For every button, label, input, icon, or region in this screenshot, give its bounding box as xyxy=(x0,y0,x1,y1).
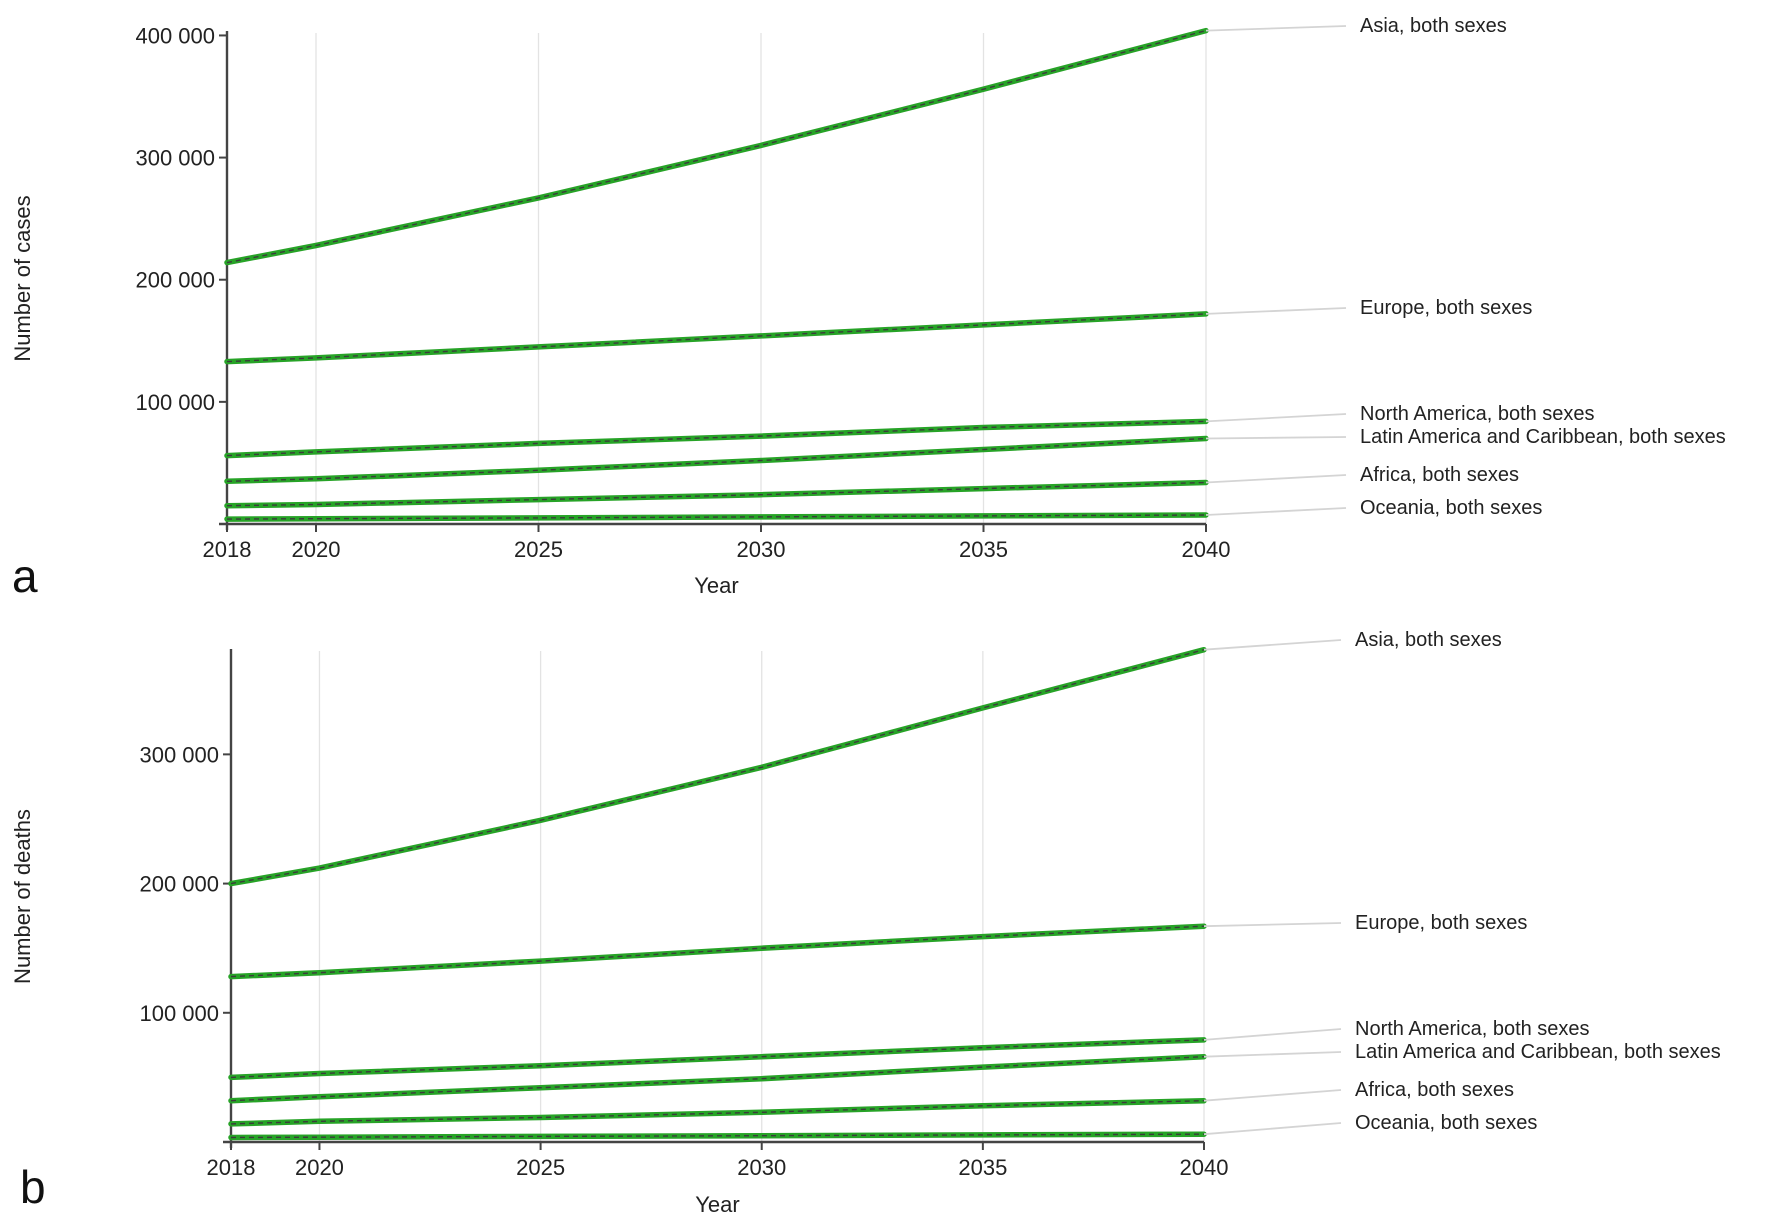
panel-label: a xyxy=(12,550,38,602)
series-label-latin-america-and-caribbean-both-sexes: Latin America and Caribbean, both sexes xyxy=(1355,1041,1721,1063)
y-tick-label: 300 000 xyxy=(135,146,215,171)
y-tick-label: 300 000 xyxy=(139,742,219,767)
series-leader-line xyxy=(1205,25,1347,32)
series-line-dash-latin-america-and-caribbean-both-sexes xyxy=(230,1056,1205,1102)
series-line-dash-oceania-both-sexes xyxy=(230,1133,1205,1139)
series-label-africa-both-sexes: Africa, both sexes xyxy=(1355,1079,1514,1101)
deaths-chart: 100 000 200 000 300 000 2018 2020 2025 2030 203… xyxy=(10,629,1721,1217)
x-axis-title: Year xyxy=(694,573,738,598)
series-label-north-america-both-sexes: North America, both sexes xyxy=(1360,403,1595,425)
series-leader-line xyxy=(1203,1089,1342,1102)
series-leader-line xyxy=(1203,1051,1342,1058)
x-tick-label: 2025 xyxy=(514,537,563,562)
y-tick-label: 100 000 xyxy=(139,1001,219,1026)
series-leader-line xyxy=(1203,1122,1342,1136)
y-tick-label: 200 000 xyxy=(139,872,219,897)
x-tick-label: 2040 xyxy=(1180,1155,1229,1180)
series-line-asia-both-sexes xyxy=(224,27,1209,266)
series-label-europe-both-sexes: Europe, both sexes xyxy=(1355,912,1527,934)
series-leader-line xyxy=(1205,307,1347,315)
x-tick-label: 2025 xyxy=(516,1155,565,1180)
series-line-dash-oceania-both-sexes xyxy=(226,514,1207,520)
series-line-dash-europe-both-sexes xyxy=(230,925,1205,978)
x-tick-label: 2035 xyxy=(959,537,1008,562)
series-line-dash-asia-both-sexes xyxy=(226,29,1207,264)
x-tick-label: 2020 xyxy=(292,537,341,562)
x-axis-title: Year xyxy=(695,1192,739,1217)
series-line-dash-asia-both-sexes xyxy=(230,649,1205,885)
series-line-north-america-both-sexes xyxy=(224,418,1209,459)
y-axis-title: Number of deaths xyxy=(10,809,35,984)
series-line-dash-africa-both-sexes xyxy=(226,481,1207,507)
series-leader-line xyxy=(1203,922,1342,928)
x-tick-label: 2040 xyxy=(1182,537,1231,562)
series-line-dash-africa-both-sexes xyxy=(230,1100,1205,1125)
y-axis-title: Number of cases xyxy=(10,195,35,361)
series-line-dash-north-america-both-sexes xyxy=(230,1039,1205,1079)
series-line-latin-america-and-caribbean-both-sexes xyxy=(224,435,1209,485)
series-label-africa-both-sexes: Africa, both sexes xyxy=(1360,464,1519,486)
series-label-europe-both-sexes: Europe, both sexes xyxy=(1360,297,1532,319)
series-line-dash-latin-america-and-caribbean-both-sexes xyxy=(226,437,1207,482)
series-leader-line xyxy=(1203,639,1342,651)
series-label-latin-america-and-caribbean-both-sexes: Latin America and Caribbean, both sexes xyxy=(1360,426,1726,448)
series-line-dash-north-america-both-sexes xyxy=(226,420,1207,457)
x-tick-label: 2030 xyxy=(737,1155,786,1180)
series-label-asia-both-sexes: Asia, both sexes xyxy=(1355,629,1502,651)
series-label-oceania-both-sexes: Oceania, both sexes xyxy=(1355,1112,1537,1134)
series-line-asia-both-sexes xyxy=(228,646,1207,887)
series-label-oceania-both-sexes: Oceania, both sexes xyxy=(1360,497,1542,519)
series-leader-line xyxy=(1205,474,1347,484)
series-label-asia-both-sexes: Asia, both sexes xyxy=(1360,15,1507,37)
series-label-north-america-both-sexes: North America, both sexes xyxy=(1355,1018,1590,1040)
x-tick-label: 2018 xyxy=(203,537,252,562)
series-leader-line xyxy=(1205,436,1347,440)
y-tick-label: 200 000 xyxy=(135,268,215,293)
series-leader-line xyxy=(1205,413,1347,423)
x-tick-label: 2018 xyxy=(207,1155,256,1180)
cases-chart: 100 000 200 000 300 000 400 000 2018 2020 2025… xyxy=(10,15,1726,602)
series-line-dash-europe-both-sexes xyxy=(226,313,1207,363)
x-tick-label: 2020 xyxy=(295,1155,344,1180)
series-leader-line xyxy=(1205,507,1347,516)
panel-label: b xyxy=(20,1161,46,1213)
series-leader-line xyxy=(1203,1028,1342,1041)
y-tick-label: 400 000 xyxy=(135,23,215,48)
x-tick-label: 2030 xyxy=(737,537,786,562)
x-tick-label: 2035 xyxy=(958,1155,1007,1180)
y-tick-label: 100 000 xyxy=(135,390,215,415)
